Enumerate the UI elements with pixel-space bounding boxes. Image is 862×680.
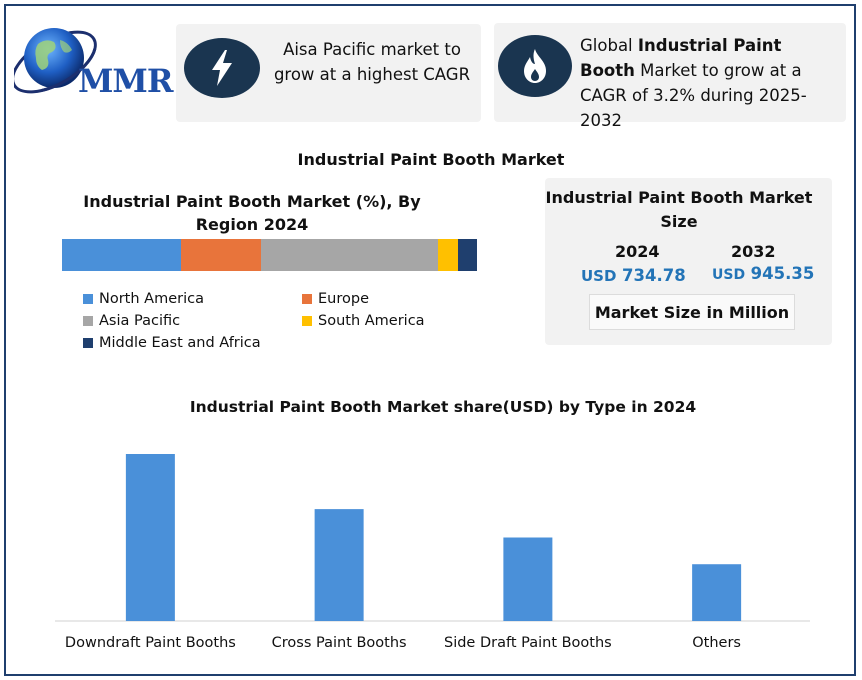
category-label: Downdraft Paint Booths [64, 635, 236, 651]
type-bar-others [692, 564, 742, 621]
region-stacked-bar [62, 239, 479, 271]
info-card-asia-pacific: Aisa Pacific market to grow at a highest… [176, 24, 481, 122]
logo-text: MMR [78, 62, 173, 100]
card2-text-pre: Global [580, 36, 638, 55]
card2-text-post: Market to grow at a CAGR of 3.2% during … [580, 61, 807, 130]
market-size-box: Industrial Paint Booth Market Size 2024 … [545, 178, 832, 345]
category-label: Side Draft Paint Booths [444, 635, 612, 651]
legend-label: Middle East and Africa [99, 335, 261, 351]
value-2024: USD 734.78 [581, 266, 686, 285]
legend-swatch [83, 316, 93, 326]
lightning-icon [184, 38, 260, 98]
legend-item: Asia Pacific [83, 313, 180, 329]
legend-swatch [302, 316, 312, 326]
main-title: Industrial Paint Booth Market [297, 150, 565, 169]
legend-item: Middle East and Africa [83, 335, 261, 351]
region-chart-title: Industrial Paint Booth Market (%), By Re… [83, 192, 421, 234]
legend-item: Europe [302, 291, 369, 307]
type-bar-side-draft-paint-booths [503, 537, 553, 621]
year-2032-label: 2032 [731, 242, 776, 261]
region-segment-south-america [437, 239, 458, 271]
legend-item: North America [83, 291, 204, 307]
region-segment-asia-pacific [260, 239, 438, 271]
value-2024-number: 734.78 [622, 266, 686, 285]
flame-icon [498, 35, 572, 97]
value-2032-number: 945.35 [750, 264, 815, 283]
card2-text: Global Industrial Paint Booth Market to … [580, 33, 842, 133]
globe-icon [11, 28, 97, 94]
year-2024-label: 2024 [615, 242, 660, 261]
legend-label: Asia Pacific [99, 313, 181, 329]
value-2032: USD 945.35 [712, 264, 814, 283]
category-label: Others [692, 635, 741, 651]
legend-label: North America [99, 291, 204, 307]
type-bar-cross-paint-booths [314, 509, 364, 621]
legend-swatch [83, 294, 93, 304]
type-bar-downdraft-paint-booths [125, 454, 175, 621]
card1-text: Aisa Pacific market to grow at a highest… [273, 40, 471, 84]
mmr-logo: MMR [11, 18, 173, 108]
value-2032-currency: USD [712, 267, 746, 283]
legend-label: Europe [318, 291, 369, 307]
legend-swatch [83, 338, 93, 348]
region-segment-europe [180, 239, 261, 271]
market-size-title: Industrial Paint Booth Market Size [545, 188, 813, 231]
legend-swatch [302, 294, 312, 304]
legend-label: South America [318, 313, 425, 329]
value-2024-currency: USD [581, 267, 617, 285]
category-label: Cross Paint Booths [271, 635, 407, 651]
market-size-unit: Market Size in Million [589, 294, 795, 330]
region-segment-middle-east-and-africa [457, 239, 477, 271]
info-card-cagr: Global Industrial Paint Booth Market to … [494, 23, 846, 130]
outer-frame [4, 4, 856, 676]
card2-text-bold: Industrial Paint Booth [580, 36, 782, 80]
legend-item: South America [302, 313, 425, 329]
type-chart-title: Industrial Paint Booth Market share(USD)… [189, 398, 697, 416]
region-segment-north-america [62, 239, 181, 271]
